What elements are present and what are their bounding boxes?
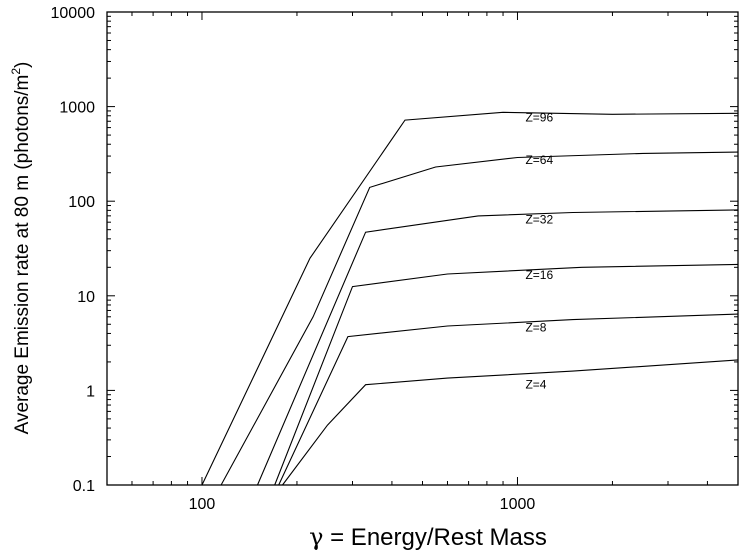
series-label-z4: Z=4 bbox=[525, 377, 546, 391]
plot-frame bbox=[106, 11, 739, 486]
series-line-z16 bbox=[274, 263, 739, 486]
tick-labels: 0.1 1 10 100 1000 10000 100 1000 bbox=[51, 5, 536, 513]
x-axis-label-text: = Energy/Rest Mass bbox=[323, 524, 546, 551]
y-axis-label-close: ) bbox=[12, 62, 33, 68]
series-label-z8: Z=8 bbox=[525, 320, 546, 334]
series-label-z32: Z=32 bbox=[525, 213, 553, 227]
y-tick-label: 0.1 bbox=[73, 478, 95, 495]
series-label-z96: Z=96 bbox=[525, 110, 553, 124]
y-tick-label: 1000 bbox=[59, 100, 95, 117]
y-axis-label-text: Average Emission rate at 80 m (photons/m bbox=[12, 75, 33, 435]
y-axis-label-superscript: 2 bbox=[9, 68, 23, 75]
axis-ticks bbox=[106, 11, 739, 486]
series-labels: Z=96 Z=64 Z=32 Z=16 Z=8 Z=4 bbox=[525, 110, 553, 391]
series-line-z96 bbox=[201, 111, 739, 486]
x-tick-label: 100 bbox=[189, 496, 216, 513]
series-line-z8 bbox=[278, 313, 739, 486]
y-axis-label: Average Emission rate at 80 m (photons/m… bbox=[9, 62, 33, 435]
gamma-symbol: γ bbox=[309, 523, 323, 551]
x-axis-label: γ = Energy/Rest Mass bbox=[309, 523, 547, 551]
x-tick-label: 1000 bbox=[500, 496, 536, 513]
y-tick-label: 100 bbox=[68, 194, 95, 211]
y-tick-label: 1 bbox=[86, 383, 95, 400]
series-line-z4 bbox=[282, 359, 739, 486]
series-line-z64 bbox=[220, 151, 739, 486]
series-label-z64: Z=64 bbox=[525, 153, 553, 167]
series-lines bbox=[201, 111, 739, 486]
series-label-z16: Z=16 bbox=[525, 268, 553, 282]
y-tick-label: 10 bbox=[77, 289, 95, 306]
y-tick-label: 10000 bbox=[51, 5, 96, 22]
series-line-z32 bbox=[256, 209, 739, 486]
